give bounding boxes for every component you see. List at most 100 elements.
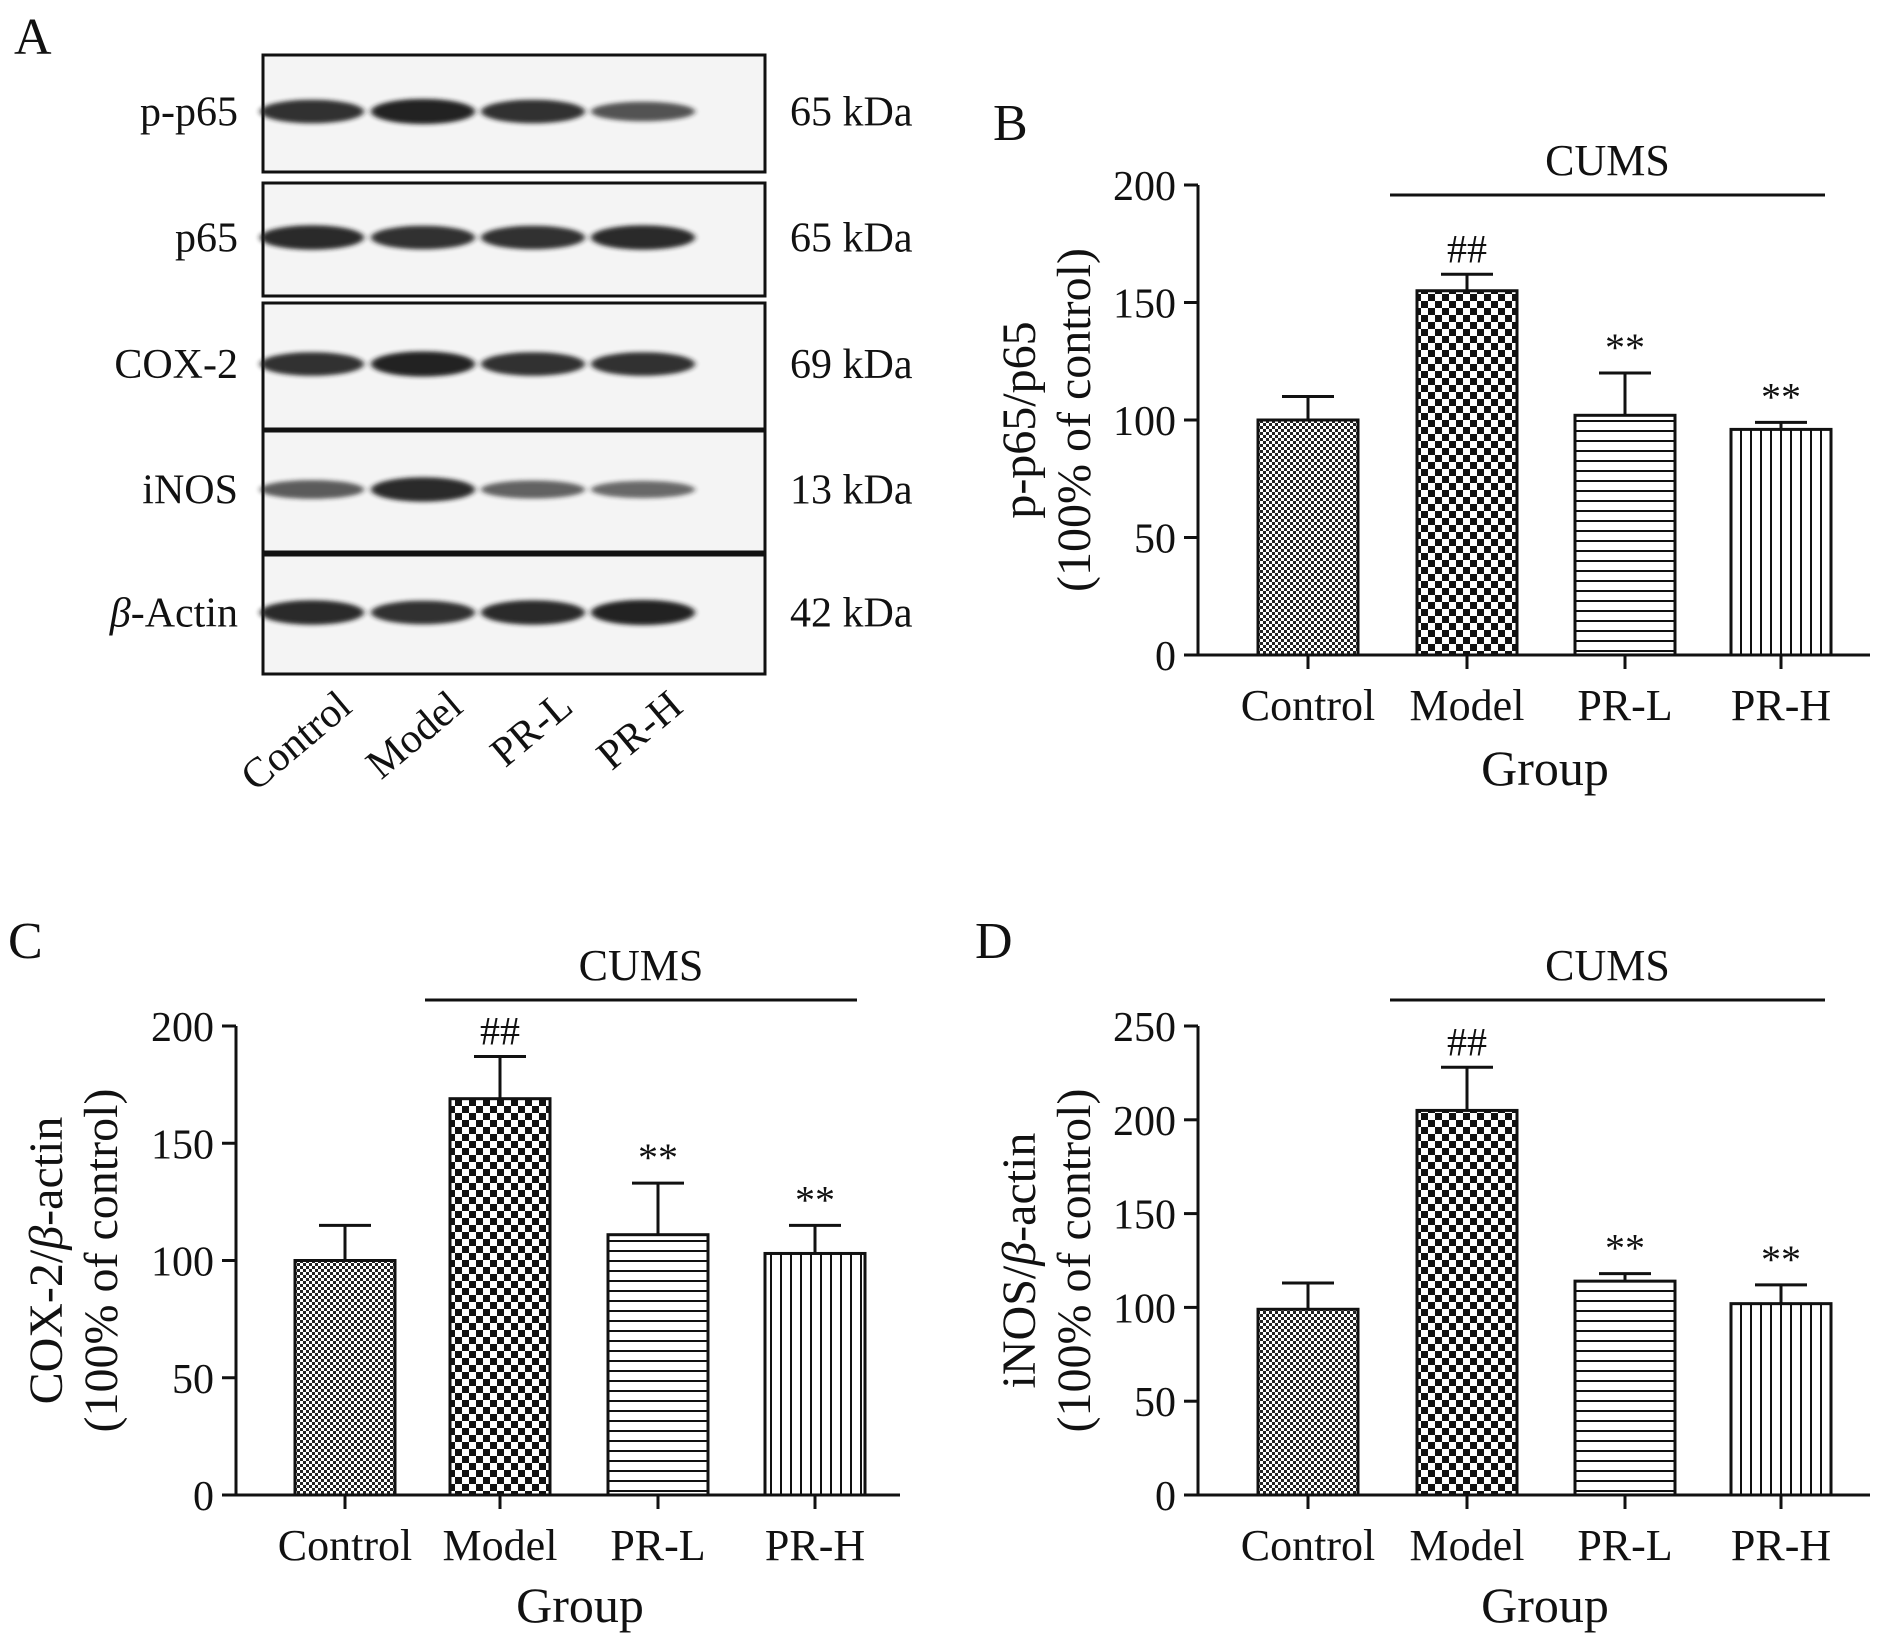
blot-band: [481, 352, 585, 376]
bar-chart-panel-c: C 0 50 100 150 200 Control ## Model ** PR-L ** PR-H C…: [8, 913, 900, 1633]
blot-row: β-Actin 42 kDa: [109, 553, 913, 676]
y-axis-label-units: (100% of control): [1048, 248, 1101, 592]
bar-pr-l: [1573, 413, 1677, 657]
western-blot-panel: A p-p65 65 kDa p65 65 kDa COX-2 69 kDa iNOS 13 …: [14, 9, 913, 800]
blot-band: [260, 99, 364, 124]
x-tick-label: PR-H: [1731, 1521, 1831, 1570]
bar-chart-panel-b: B 0 50 100 150 200 Control ## Model ** PR-L ** PR-H C…: [993, 95, 1870, 796]
cums-bracket-label: CUMS: [1545, 136, 1670, 185]
lane-label: PR-H: [589, 682, 692, 779]
significance-label: **: [795, 1177, 835, 1222]
blot-band: [260, 600, 364, 625]
y-tick-label: 100: [151, 1240, 214, 1286]
blot-row-label: iNOS: [142, 468, 238, 514]
x-tick-label: PR-L: [610, 1521, 705, 1570]
x-tick-label: Control: [1241, 681, 1375, 730]
y-axis-label-part: -actin: [20, 1117, 73, 1226]
y-axis-label-part: COX-2/: [20, 1249, 73, 1404]
y-tick-label: 200: [1113, 164, 1176, 210]
blot-band: [481, 99, 585, 124]
blot-band: [591, 225, 695, 250]
bar-control: [293, 1259, 397, 1497]
blot-band: [591, 101, 695, 122]
x-tick-label: Control: [278, 1521, 412, 1570]
y-axis-label-units: (100% of control): [75, 1089, 128, 1433]
panel-label-a: A: [14, 9, 52, 66]
cums-bracket-label: CUMS: [579, 941, 704, 990]
y-tick-label: 50: [1134, 517, 1176, 563]
bar-pr-h: [1729, 1302, 1833, 1497]
y-axis-label: iNOS/β-actin: [993, 1133, 1046, 1389]
blot-band: [481, 480, 585, 499]
bar-chart-panel-d: D 0 50 100 150 200 250 Control ## Model ** PR-L ** PR…: [975, 913, 1870, 1633]
bar-control: [1256, 418, 1360, 657]
x-tick-label: PR-L: [1577, 1521, 1672, 1570]
bar-model: [1415, 289, 1519, 657]
blot-band: [260, 225, 364, 250]
y-axis-label-italic: β: [20, 1226, 73, 1251]
x-axis-label: Group: [1481, 1577, 1609, 1633]
bar-model: [448, 1097, 552, 1497]
y-tick-label: 100: [1113, 399, 1176, 445]
bar-control: [1256, 1307, 1360, 1497]
panel-label: B: [993, 95, 1028, 152]
x-axis-label: Group: [516, 1577, 644, 1633]
blot-band: [591, 480, 695, 499]
significance-label: ##: [480, 1008, 520, 1053]
blot-row-label: p65: [175, 216, 238, 262]
blot-row-kda: 42 kDa: [790, 591, 913, 637]
blot-row-kda: 69 kDa: [790, 342, 913, 388]
blot-band: [260, 480, 364, 499]
panel-label: D: [975, 913, 1013, 970]
y-tick-label: 150: [151, 1122, 214, 1168]
significance-label: **: [1761, 1237, 1801, 1282]
x-tick-label: PR-H: [1731, 681, 1831, 730]
y-tick-label: 0: [1155, 1474, 1176, 1520]
y-tick-label: 250: [1113, 1005, 1176, 1051]
lane-label: Model: [358, 682, 472, 788]
panel-label: C: [8, 913, 43, 970]
bar-pr-l: [606, 1233, 710, 1497]
significance-label: **: [638, 1135, 678, 1180]
lane-label: Control: [233, 682, 361, 800]
blot-row-label: p-p65: [140, 90, 238, 136]
blot-row-label-italic: β: [109, 591, 131, 637]
bar-pr-l: [1573, 1279, 1677, 1497]
blot-band: [371, 98, 475, 125]
y-tick-label: 100: [1113, 1286, 1176, 1332]
blot-row: iNOS 13 kDa: [142, 429, 913, 554]
y-tick-label: 150: [1113, 282, 1176, 328]
significance-label: ##: [1447, 226, 1487, 271]
bar-pr-h: [1729, 427, 1833, 657]
blot-row-kda: 65 kDa: [790, 216, 913, 262]
blot-row-label: COX-2: [114, 342, 238, 388]
y-tick-label: 0: [1155, 634, 1176, 680]
x-tick-label: PR-H: [765, 1521, 865, 1570]
y-axis-label-part: -actin: [993, 1133, 1046, 1242]
blot-row-kda: 65 kDa: [790, 90, 913, 136]
blot-band: [591, 599, 695, 626]
y-tick-label: 50: [1134, 1380, 1176, 1426]
blot-row-label-rest: -Actin: [131, 591, 238, 637]
y-tick-label: 200: [151, 1005, 214, 1051]
y-tick-label: 0: [193, 1474, 214, 1520]
blot-band: [481, 600, 585, 625]
x-axis-label: Group: [1481, 740, 1609, 796]
y-tick-label: 150: [1113, 1193, 1176, 1239]
x-tick-label: PR-L: [1577, 681, 1672, 730]
bar-model: [1415, 1108, 1519, 1497]
y-tick-label: 200: [1113, 1099, 1176, 1145]
y-axis-label-part: iNOS/: [993, 1265, 1046, 1388]
significance-label: **: [1605, 325, 1645, 370]
y-axis-label: p-p65/p65: [993, 321, 1046, 518]
blot-rows: p-p65 65 kDa p65 65 kDa COX-2 69 kDa iNOS 13 kD…: [109, 53, 913, 676]
y-axis-label-units: (100% of control): [1048, 1089, 1101, 1433]
blot-band: [371, 225, 475, 250]
blot-row-kda: 13 kDa: [790, 468, 913, 514]
bar-pr-h: [763, 1251, 867, 1497]
y-axis-label-italic: β: [993, 1242, 1046, 1267]
significance-label: **: [1605, 1226, 1645, 1271]
y-tick-label: 50: [172, 1357, 214, 1403]
